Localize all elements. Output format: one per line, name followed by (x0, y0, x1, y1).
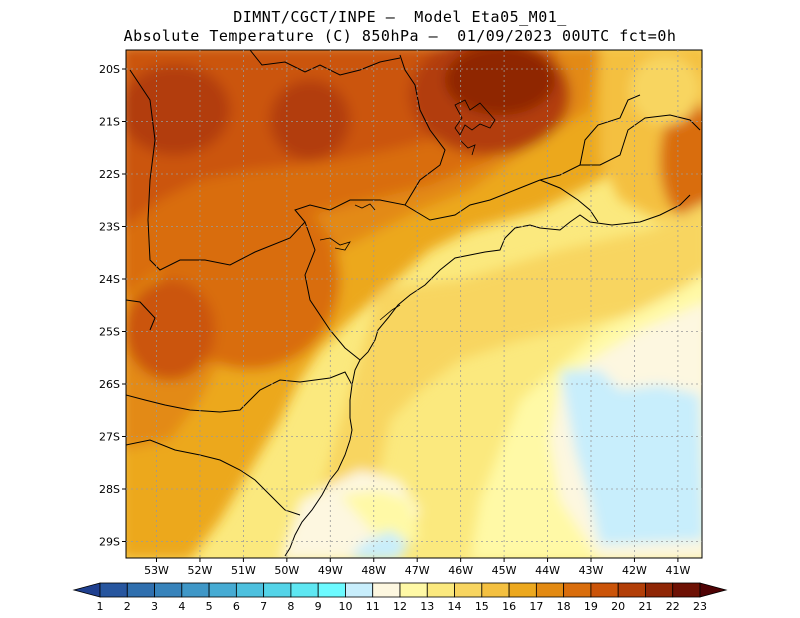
colorbar-segment (590, 582, 619, 598)
colorbar-segment (181, 582, 210, 598)
colorbar-segment (154, 582, 183, 598)
colorbar-segment (672, 582, 701, 598)
lat-label: 28S (99, 483, 120, 496)
lon-label: 46W (448, 564, 473, 577)
colorbar-label: 9 (315, 600, 322, 613)
lat-label: 23S (99, 221, 120, 234)
colorbar-segment (317, 582, 346, 598)
colorbar-segment (208, 582, 237, 598)
lat-label: 22S (99, 168, 120, 181)
colorbar-segment (72, 582, 101, 598)
colorbar-label: 22 (666, 600, 680, 613)
colorbar-label: 3 (151, 600, 158, 613)
lon-label: 50W (274, 564, 299, 577)
colorbar-segment (290, 582, 319, 598)
colorbar-label: 1 (97, 600, 104, 613)
lat-label: 27S (99, 431, 120, 444)
colorbar-segment (617, 582, 646, 598)
lat-label: 26S (99, 378, 120, 391)
colorbar-label: 20 (611, 600, 625, 613)
colorbar-label: 14 (448, 600, 462, 613)
colorbar-label: 10 (338, 600, 352, 613)
colorbar-label: 6 (233, 600, 240, 613)
colorbar-label: 5 (206, 600, 213, 613)
lat-label: 24S (99, 273, 120, 286)
colorbar-segment (563, 582, 592, 598)
colorbar-segment (345, 582, 374, 598)
colorbar-label: 15 (475, 600, 489, 613)
colorbar-label: 23 (693, 600, 707, 613)
colorbar-segment (399, 582, 428, 598)
colorbar-label: 21 (638, 600, 652, 613)
colorbar-segment (372, 582, 401, 598)
colorbar-label: 8 (287, 600, 294, 613)
colorbar-label: 18 (557, 600, 571, 613)
colorbar-label: 13 (420, 600, 434, 613)
colorbar-segment (454, 582, 483, 598)
colorbar-segment (99, 582, 128, 598)
plot-frame (125, 49, 703, 559)
colorbar-segment (481, 582, 510, 598)
colorbar-label: 7 (260, 600, 267, 613)
lon-label: 49W (318, 564, 343, 577)
boundary-lines (126, 50, 701, 557)
lon-label: 44W (535, 564, 560, 577)
colorbar-segment (126, 582, 155, 598)
lat-label: 20S (99, 63, 120, 76)
colorbar-label: 2 (124, 600, 131, 613)
colorbar-segment (699, 582, 728, 598)
graticule (126, 50, 702, 558)
colorbar-segment (235, 582, 265, 598)
colorbar-segment (645, 582, 674, 598)
colorbar-segment (263, 582, 292, 598)
lat-label: 29S (99, 536, 120, 549)
lon-label: 53W (144, 564, 169, 577)
colorbar-label: 11 (366, 600, 380, 613)
title-line-2: Absolute Temperature (C) 850hPa – 01/09/… (123, 27, 677, 45)
colorbar-label: 19 (584, 600, 598, 613)
lon-label: 41W (665, 564, 690, 577)
lon-label: 51W (231, 564, 256, 577)
lat-label: 25S (99, 326, 120, 339)
lon-label: 52W (188, 564, 213, 577)
lon-label: 45W (492, 564, 517, 577)
colorbar-label: 16 (502, 600, 516, 613)
temperature-field (126, 50, 702, 558)
colorbar (72, 582, 728, 598)
lat-label: 21S (99, 116, 120, 129)
colorbar-segment (426, 582, 455, 598)
colorbar-label: 12 (393, 600, 407, 613)
colorbar-label: 17 (529, 600, 543, 613)
lon-label: 42W (622, 564, 647, 577)
lon-label: 47W (405, 564, 430, 577)
title-line-1: DIMNT/CGCT/INPE – Model Eta05_M01_ (233, 8, 567, 26)
colorbar-segment (508, 582, 537, 598)
lon-label: 43W (579, 564, 604, 577)
colorbar-segment (535, 582, 565, 598)
lon-label: 48W (361, 564, 386, 577)
colorbar-label: 4 (178, 600, 185, 613)
